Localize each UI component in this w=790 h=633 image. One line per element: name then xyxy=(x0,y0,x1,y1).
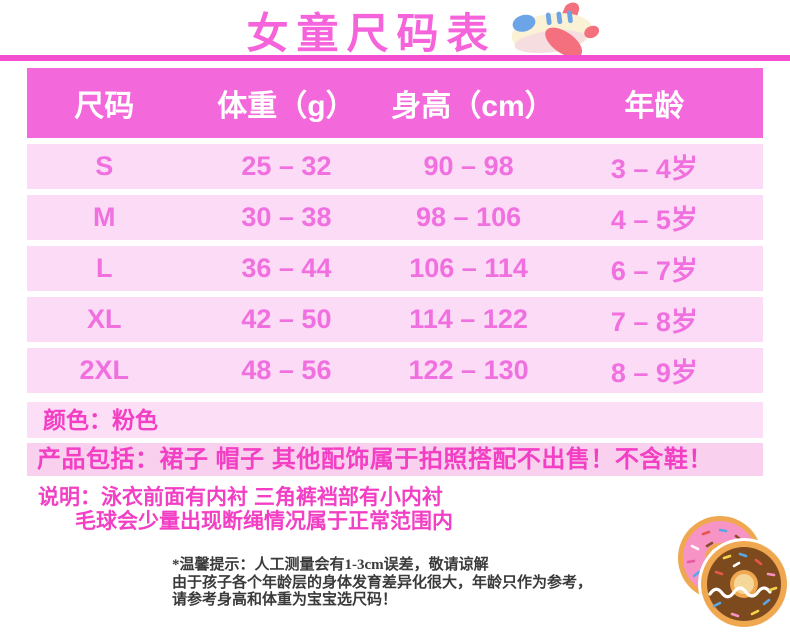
height-cell: 90 – 98 xyxy=(423,151,514,181)
table-row: S 25 – 32 90 – 98 3 – 4岁 xyxy=(27,144,763,189)
weight-cell: 36 – 44 xyxy=(241,253,332,283)
age-cell: 7 – 8岁 xyxy=(610,307,698,337)
page-header: 女童尺码表 xyxy=(0,2,790,58)
measurement-tips: *温馨提示：人工测量会有1-3cm误差，敬请谅解 由于孩子各个年龄层的身体发育差… xyxy=(172,557,592,610)
size-cell: M xyxy=(93,202,116,232)
column-header-age: 年龄 xyxy=(624,90,685,123)
column-header-height: 身高（cm） xyxy=(391,90,555,123)
height-cell: 98 – 106 xyxy=(416,202,522,232)
table-header-row: 尺码 体重（g） 身高（cm） 年龄 xyxy=(27,68,763,138)
column-header-weight: 体重（g） xyxy=(217,90,356,123)
height-cell: 106 – 114 xyxy=(409,253,528,283)
size-cell: 2XL xyxy=(79,355,130,385)
age-cell: 4 – 5岁 xyxy=(610,205,698,235)
tip-line-1: *温馨提示：人工测量会有1-3cm误差，敬请谅解 xyxy=(172,557,489,573)
description-line-2: 毛球会少量出现断绳情况属于正常范围内 xyxy=(75,510,453,533)
weight-cell: 30 – 38 xyxy=(241,202,332,232)
includes-note-band: 产品包括：裙子 帽子 其他配饰属于拍照搭配不出售！不含鞋！ xyxy=(27,443,763,476)
tip-line-2: 由于孩子各个年龄层的身体发育差异化很大，年龄只作为参考， xyxy=(172,574,593,591)
weight-cell: 42 – 50 xyxy=(241,304,332,334)
includes-note-text: 产品包括：裙子 帽子 其他配饰属于拍照搭配不出售！不含鞋！ xyxy=(37,446,713,473)
height-cell: 114 – 122 xyxy=(409,304,528,334)
size-cell: XL xyxy=(87,304,122,334)
age-cell: 3 – 4岁 xyxy=(610,154,698,184)
title-underline xyxy=(0,55,790,61)
height-cell: 122 – 130 xyxy=(408,355,529,385)
airplane-icon xyxy=(511,2,599,58)
weight-cell: 48 – 56 xyxy=(241,355,332,385)
tip-line-3: 请参考身高和体重为宝宝选尺码！ xyxy=(172,592,398,608)
page-title: 女童尺码表 xyxy=(246,9,497,57)
donuts-icon xyxy=(658,502,790,630)
description-note: 说明：泳衣前面有内衬 三角裤裆部有小内衬 毛球会少量出现断绳情况属于正常范围内 xyxy=(38,486,453,534)
color-note-text: 颜色：粉色 xyxy=(43,407,158,433)
table-row: XL 42 – 50 114 – 122 7 – 8岁 xyxy=(27,297,763,342)
weight-cell: 25 – 32 xyxy=(241,151,332,181)
chocolate-donut xyxy=(698,538,790,630)
age-cell: 8 – 9岁 xyxy=(610,358,698,388)
table-row: L 36 – 44 106 – 114 6 – 7岁 xyxy=(27,246,763,291)
age-cell: 6 – 7岁 xyxy=(610,256,698,286)
size-table: 尺码 体重（g） 身高（cm） 年龄 S 25 – 32 90 – 98 3 –… xyxy=(27,68,763,393)
color-note-band: 颜色：粉色 xyxy=(27,402,763,438)
size-cell: S xyxy=(95,151,114,181)
table-row: M 30 – 38 98 – 106 4 – 5岁 xyxy=(27,195,763,240)
description-line-1: 说明：泳衣前面有内衬 三角裤裆部有小内衬 xyxy=(38,486,443,509)
table-row: 2XL 48 – 56 122 – 130 8 – 9岁 xyxy=(27,348,763,393)
column-header-size: 尺码 xyxy=(74,90,135,123)
size-cell: L xyxy=(96,253,113,283)
